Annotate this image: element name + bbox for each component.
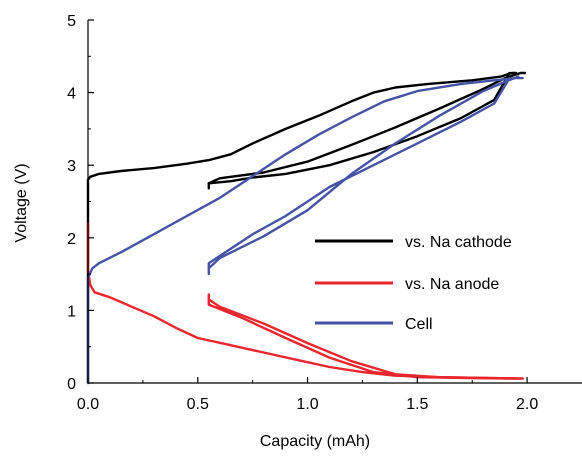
series-line-cathode-3 xyxy=(207,71,527,185)
series-line-cathode-2 xyxy=(207,71,511,190)
y-tick-label: 5 xyxy=(67,13,76,30)
series-line-anode-3 xyxy=(207,298,524,380)
y-tick-label: 2 xyxy=(67,231,76,248)
legend-item-cathode: vs. Na cathode xyxy=(315,234,512,251)
legend-label-cell: Cell xyxy=(405,316,433,333)
legend-item-anode: vs. Na anode xyxy=(315,276,499,293)
x-tick-label: 0.0 xyxy=(77,396,99,413)
plot-area: 0.0 0.5 1.0 1.5 2.0 0 1 2 3 4 5 xyxy=(67,13,582,413)
ticks-layer: 0.0 0.5 1.0 1.5 2.0 0 1 2 3 4 5 xyxy=(67,13,538,413)
x-axis-title: Capacity (mAh) xyxy=(260,433,370,450)
y-tick-label: 4 xyxy=(67,86,76,103)
series-line-anode-2 xyxy=(207,293,518,380)
legend-label-cathode: vs. Na cathode xyxy=(405,234,512,251)
x-tick-label: 0.5 xyxy=(187,396,209,413)
legend-item-cell: Cell xyxy=(315,316,433,333)
legend-label-anode: vs. Na anode xyxy=(405,276,499,293)
y-axis-title: Voltage (V) xyxy=(13,163,30,242)
x-tick-label: 2.0 xyxy=(516,396,538,413)
x-tick-label: 1.5 xyxy=(406,396,428,413)
series-line-cell-1 xyxy=(86,76,524,385)
series-line-cell-3 xyxy=(207,75,520,270)
y-tick-label: 1 xyxy=(67,303,76,320)
y-tick-label: 0 xyxy=(67,376,76,393)
series-line-cathode-1 xyxy=(86,71,518,385)
x-tick-label: 1.0 xyxy=(296,396,318,413)
y-tick-label: 3 xyxy=(67,158,76,175)
series-layer xyxy=(86,71,527,385)
legend: vs. Na cathode vs. Na anode Cell xyxy=(315,234,512,333)
series-line-cell-2 xyxy=(207,76,511,276)
